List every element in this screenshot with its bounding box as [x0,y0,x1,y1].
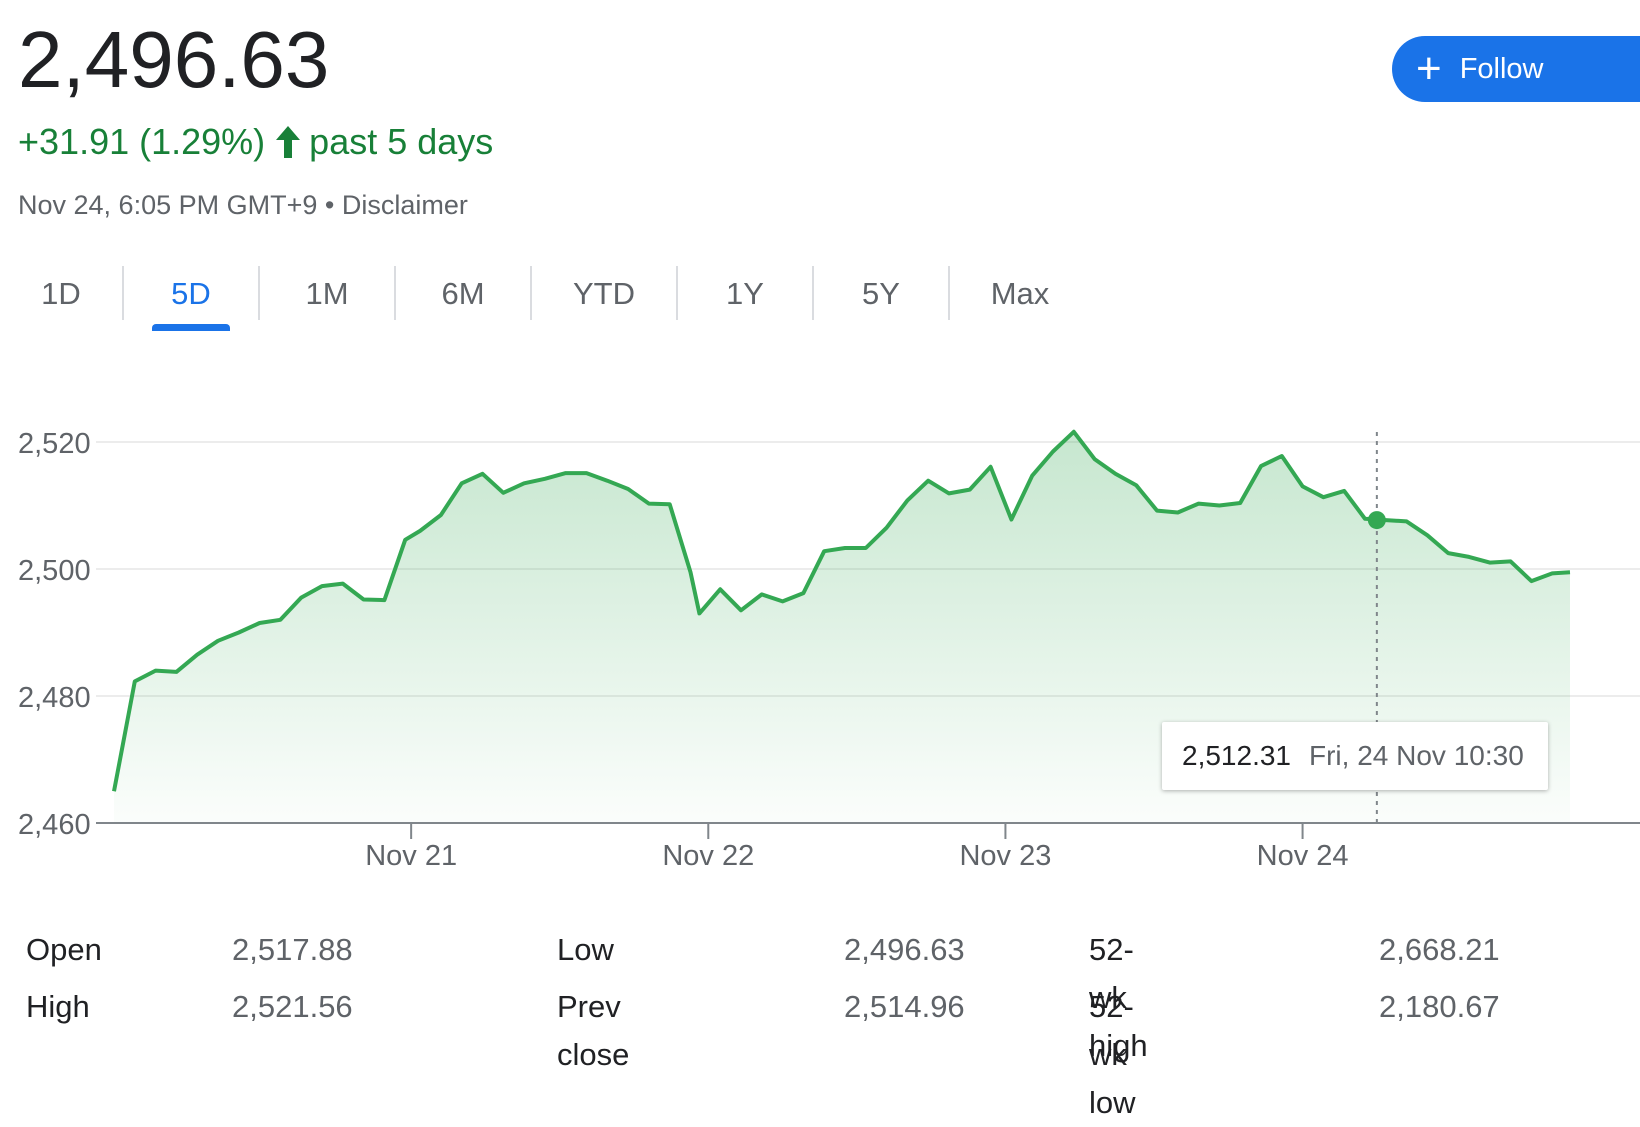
tab-divider [948,266,950,320]
active-tab-indicator [152,324,230,331]
hover-point-marker [1367,511,1386,530]
stat-value: 2,668.21 [1379,932,1500,967]
tab-divider [258,266,260,320]
tab-ytd[interactable]: YTD [532,266,676,322]
tab-divider [122,266,124,320]
tab-divider [812,266,814,320]
tab-divider [676,266,678,320]
tab-1d[interactable]: 1D [0,266,122,322]
separator-dot: • [324,190,335,220]
quote-timestamp-line: Nov 24, 6:05 PM GMT+9 • Disclaimer [18,186,468,224]
tab-1y[interactable]: 1Y [678,266,812,322]
x-tick-label: Nov 24 [1257,840,1349,872]
x-tick-label: Nov 22 [662,840,754,872]
tab-label: 1M [305,276,349,311]
y-tick-label: 2,480 [18,682,91,714]
x-tick-label: Nov 21 [365,840,457,872]
tab-label: Max [990,276,1050,311]
price-change: +31.91 (1.29%) past 5 days [18,118,493,166]
price-change-value: +31.91 (1.29%) [18,121,266,162]
disclaimer-link[interactable]: Disclaimer [341,190,468,220]
tab-label: 5Y [862,276,900,311]
stat-value: 2,521.56 [232,989,353,1024]
tab-label: YTD [573,276,635,311]
tab-label: 1D [41,276,81,311]
tab-6m[interactable]: 6M [396,266,530,322]
stat-label: Open [26,932,102,967]
arrow-up-icon [276,126,301,158]
chart-tooltip: 2,512.31 Fri, 24 Nov 10:30 [1162,722,1548,790]
y-tick-label: 2,500 [18,555,91,587]
x-tick-label: Nov 23 [959,840,1051,872]
stat-label: Low [557,932,614,967]
change-period: past 5 days [309,121,494,162]
stat-value: 2,496.63 [844,932,965,967]
tab-1m[interactable]: 1M [260,266,394,322]
stat-label: Prev close [557,989,630,1072]
follow-button[interactable]: + Follow [1392,36,1640,102]
stat-label: High [26,989,90,1024]
tab-divider [530,266,532,320]
stat-label: 52-wk high [1089,932,1148,1063]
stat-value: 2,517.88 [232,932,353,967]
stat-label: 52-wk low [1089,989,1136,1120]
price-line [112,429,1571,792]
stat-value: 2,514.96 [844,989,965,1024]
tab-label: 6M [441,276,485,311]
tooltip-value: 2,512.31 [1182,740,1291,771]
current-price: 2,496.63 [18,15,330,104]
tab-max[interactable]: Max [950,266,1090,322]
y-tick-label: 2,460 [18,809,91,841]
tab-5d[interactable]: 5D [124,266,258,331]
y-tick-label: 2,520 [18,428,91,460]
tab-label: 5D [171,276,211,311]
plus-icon: + [1416,44,1442,93]
follow-button-label: Follow [1459,52,1544,85]
stat-value: 2,180.67 [1379,989,1500,1024]
price-chart[interactable]: 2,520 2,500 2,480 2,460 Nov 21 Nov 22 Nov 23 No… [0,400,1640,880]
tab-divider [394,266,396,320]
range-tabs: 1D 5D 1M 6M YTD 1Y 5Y Max [0,266,1090,334]
quote-timestamp: Nov 24, 6:05 PM GMT+9 [18,190,318,220]
tab-5y[interactable]: 5Y [814,266,948,322]
tab-label: 1Y [726,276,764,311]
tooltip-date: Fri, 24 Nov 10:30 [1309,740,1524,771]
